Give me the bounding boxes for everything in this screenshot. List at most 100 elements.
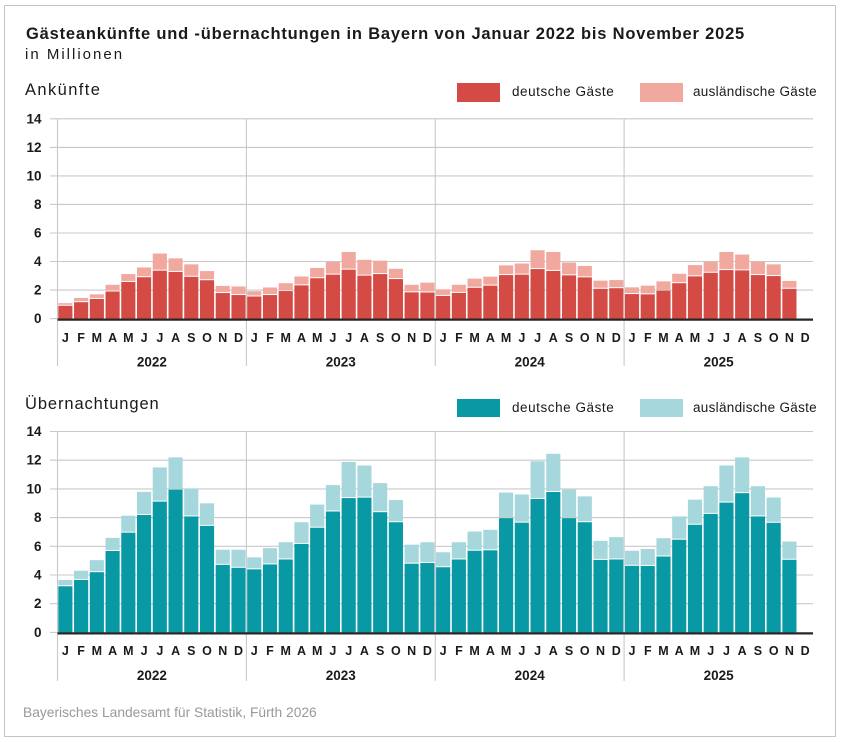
svg-text:D: D — [234, 331, 243, 345]
svg-text:A: A — [360, 331, 369, 345]
svg-text:N: N — [407, 644, 416, 658]
svg-text:F: F — [77, 331, 85, 345]
svg-text:J: J — [251, 644, 258, 658]
svg-text:A: A — [297, 331, 306, 345]
svg-text:F: F — [455, 644, 463, 658]
svg-text:J: J — [345, 644, 352, 658]
svg-text:M: M — [92, 331, 102, 345]
svg-text:D: D — [234, 644, 243, 658]
svg-text:A: A — [171, 331, 180, 345]
svg-text:6: 6 — [34, 226, 42, 241]
svg-text:J: J — [156, 644, 163, 658]
svg-text:12: 12 — [26, 453, 41, 468]
svg-text:N: N — [596, 644, 605, 658]
svg-text:M: M — [92, 644, 102, 658]
svg-text:12: 12 — [26, 140, 41, 155]
svg-text:A: A — [297, 644, 306, 658]
svg-text:4: 4 — [34, 568, 42, 583]
svg-text:S: S — [376, 331, 384, 345]
svg-text:M: M — [658, 331, 668, 345]
svg-text:J: J — [156, 331, 163, 345]
svg-text:S: S — [565, 331, 573, 345]
svg-text:2025: 2025 — [704, 668, 735, 683]
svg-text:A: A — [738, 644, 747, 658]
svg-text:2024: 2024 — [515, 355, 546, 370]
svg-text:J: J — [345, 331, 352, 345]
svg-text:M: M — [690, 644, 700, 658]
svg-text:J: J — [723, 331, 730, 345]
svg-text:D: D — [612, 644, 621, 658]
svg-text:J: J — [629, 644, 636, 658]
svg-text:J: J — [251, 331, 258, 345]
svg-text:O: O — [769, 644, 779, 658]
svg-text:M: M — [690, 331, 700, 345]
svg-text:A: A — [675, 331, 684, 345]
svg-text:S: S — [754, 331, 762, 345]
svg-text:J: J — [518, 331, 525, 345]
svg-text:A: A — [108, 644, 117, 658]
svg-text:F: F — [644, 331, 652, 345]
svg-text:J: J — [329, 331, 336, 345]
svg-text:M: M — [501, 644, 511, 658]
svg-text:D: D — [801, 644, 810, 658]
svg-text:8: 8 — [34, 510, 42, 525]
svg-text:N: N — [785, 644, 794, 658]
svg-text:M: M — [312, 331, 322, 345]
svg-text:0: 0 — [34, 311, 42, 326]
svg-text:D: D — [801, 331, 810, 345]
svg-text:2: 2 — [34, 596, 42, 611]
svg-text:D: D — [423, 331, 432, 345]
svg-text:O: O — [580, 331, 590, 345]
svg-text:10: 10 — [26, 168, 41, 183]
svg-text:S: S — [754, 644, 762, 658]
svg-text:8: 8 — [34, 197, 42, 212]
svg-text:J: J — [440, 644, 447, 658]
svg-text:D: D — [612, 331, 621, 345]
svg-text:O: O — [202, 644, 212, 658]
svg-text:O: O — [391, 331, 401, 345]
svg-text:S: S — [187, 331, 195, 345]
svg-text:6: 6 — [34, 539, 42, 554]
svg-text:J: J — [62, 644, 69, 658]
svg-text:J: J — [329, 644, 336, 658]
svg-text:D: D — [423, 644, 432, 658]
svg-text:A: A — [486, 644, 495, 658]
svg-text:10: 10 — [26, 481, 41, 496]
svg-text:2023: 2023 — [326, 355, 357, 370]
svg-text:2023: 2023 — [326, 668, 357, 683]
svg-text:M: M — [312, 644, 322, 658]
svg-text:2022: 2022 — [137, 668, 167, 683]
svg-text:J: J — [534, 644, 541, 658]
svg-text:M: M — [469, 644, 479, 658]
svg-text:J: J — [707, 331, 714, 345]
svg-text:0: 0 — [34, 625, 42, 640]
svg-text:O: O — [580, 644, 590, 658]
svg-text:F: F — [266, 331, 274, 345]
svg-text:N: N — [218, 331, 227, 345]
svg-text:N: N — [407, 331, 416, 345]
svg-text:N: N — [785, 331, 794, 345]
svg-text:J: J — [141, 644, 148, 658]
svg-text:O: O — [391, 644, 401, 658]
svg-text:2022: 2022 — [137, 355, 167, 370]
svg-text:J: J — [62, 331, 69, 345]
svg-text:A: A — [738, 331, 747, 345]
svg-text:N: N — [218, 644, 227, 658]
svg-text:J: J — [440, 331, 447, 345]
svg-text:J: J — [707, 644, 714, 658]
svg-text:N: N — [596, 331, 605, 345]
svg-text:2024: 2024 — [515, 668, 546, 683]
svg-text:S: S — [187, 644, 195, 658]
svg-text:2: 2 — [34, 283, 42, 298]
svg-text:2025: 2025 — [704, 355, 735, 370]
svg-text:M: M — [469, 331, 479, 345]
svg-text:M: M — [658, 644, 668, 658]
svg-text:4: 4 — [34, 254, 42, 269]
svg-text:A: A — [486, 331, 495, 345]
svg-text:A: A — [108, 331, 117, 345]
svg-text:A: A — [549, 644, 558, 658]
svg-text:A: A — [675, 644, 684, 658]
svg-text:O: O — [769, 331, 779, 345]
svg-text:M: M — [123, 644, 133, 658]
svg-text:J: J — [723, 644, 730, 658]
